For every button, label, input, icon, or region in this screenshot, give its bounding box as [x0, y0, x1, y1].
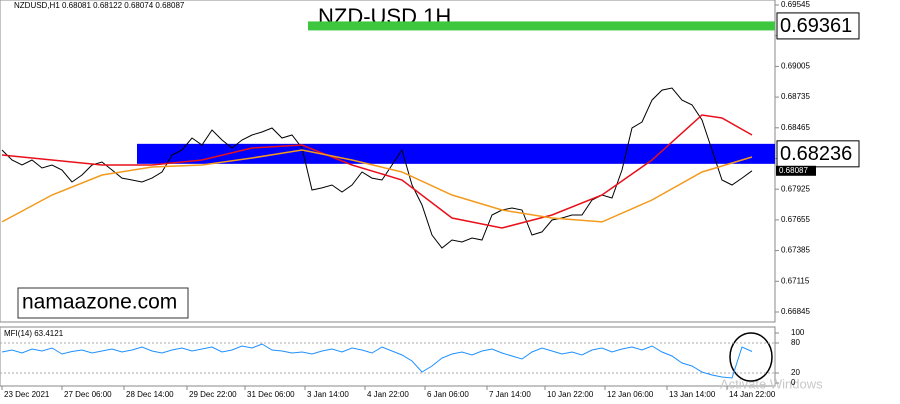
y-tick-label: 100 [791, 328, 805, 337]
level-label-box [776, 140, 860, 168]
series-line [1, 87, 753, 249]
x-tick-label: 4 Jan 22:00 [367, 390, 409, 399]
x-tick-label: 3 Jan 14:00 [307, 390, 349, 399]
chart-header: NZDUSD,H1 0.68081 0.68122 0.68074 0.6808… [14, 1, 185, 10]
y-tick-label: 0 [791, 378, 796, 387]
level-label: 0.68236 [780, 143, 852, 165]
current-price-label: 0.68087 [779, 166, 808, 175]
y-tick-label: 0.66845 [781, 307, 810, 316]
series-line [1, 343, 753, 379]
x-tick-label: 14 Jan 22:00 [729, 390, 776, 399]
indicator-panel [0, 326, 776, 387]
level-band [137, 143, 775, 164]
current-price-box [776, 165, 816, 176]
y-tick-label: 0.68465 [781, 123, 810, 132]
x-tick-label: 6 Jan 06:00 [427, 390, 469, 399]
y-tick-label: 0.69005 [781, 62, 810, 71]
x-tick-label: 7 Jan 14:00 [489, 390, 531, 399]
x-tick-label: 28 Dec 14:00 [126, 390, 174, 399]
y-tick-label: 80 [791, 338, 800, 347]
x-tick-label: 12 Jan 06:00 [607, 390, 654, 399]
x-tick-label: 31 Dec 06:00 [247, 390, 295, 399]
watermark: namaazone.com [22, 291, 177, 314]
y-tick-label: 0.67925 [781, 184, 810, 193]
y-tick-label: 20 [791, 368, 800, 377]
y-tick-label: 0.69545 [781, 0, 810, 9]
series-line [1, 114, 753, 229]
watermark-box [17, 287, 189, 319]
y-tick-label: 0.67115 [781, 276, 810, 285]
y-tick-label: 0.67385 [781, 246, 810, 255]
x-tick-label: 27 Dec 06:00 [64, 390, 112, 399]
level-band [308, 21, 775, 31]
level-label-box [776, 12, 860, 40]
y-tick-label: 0.67655 [781, 215, 810, 224]
x-tick-label: 29 Dec 22:00 [189, 390, 237, 399]
y-tick-label: 0.68735 [781, 92, 810, 101]
level-label: 0.69361 [780, 15, 852, 37]
highlight-circle [729, 332, 773, 382]
series-line [1, 149, 753, 223]
x-tick-label: 23 Dec 2021 [4, 390, 50, 399]
indicator-label: MFI(14) 63.4121 [4, 329, 64, 338]
x-tick-label: 10 Jan 22:00 [547, 390, 594, 399]
x-tick-label: 13 Jan 14:00 [669, 390, 716, 399]
